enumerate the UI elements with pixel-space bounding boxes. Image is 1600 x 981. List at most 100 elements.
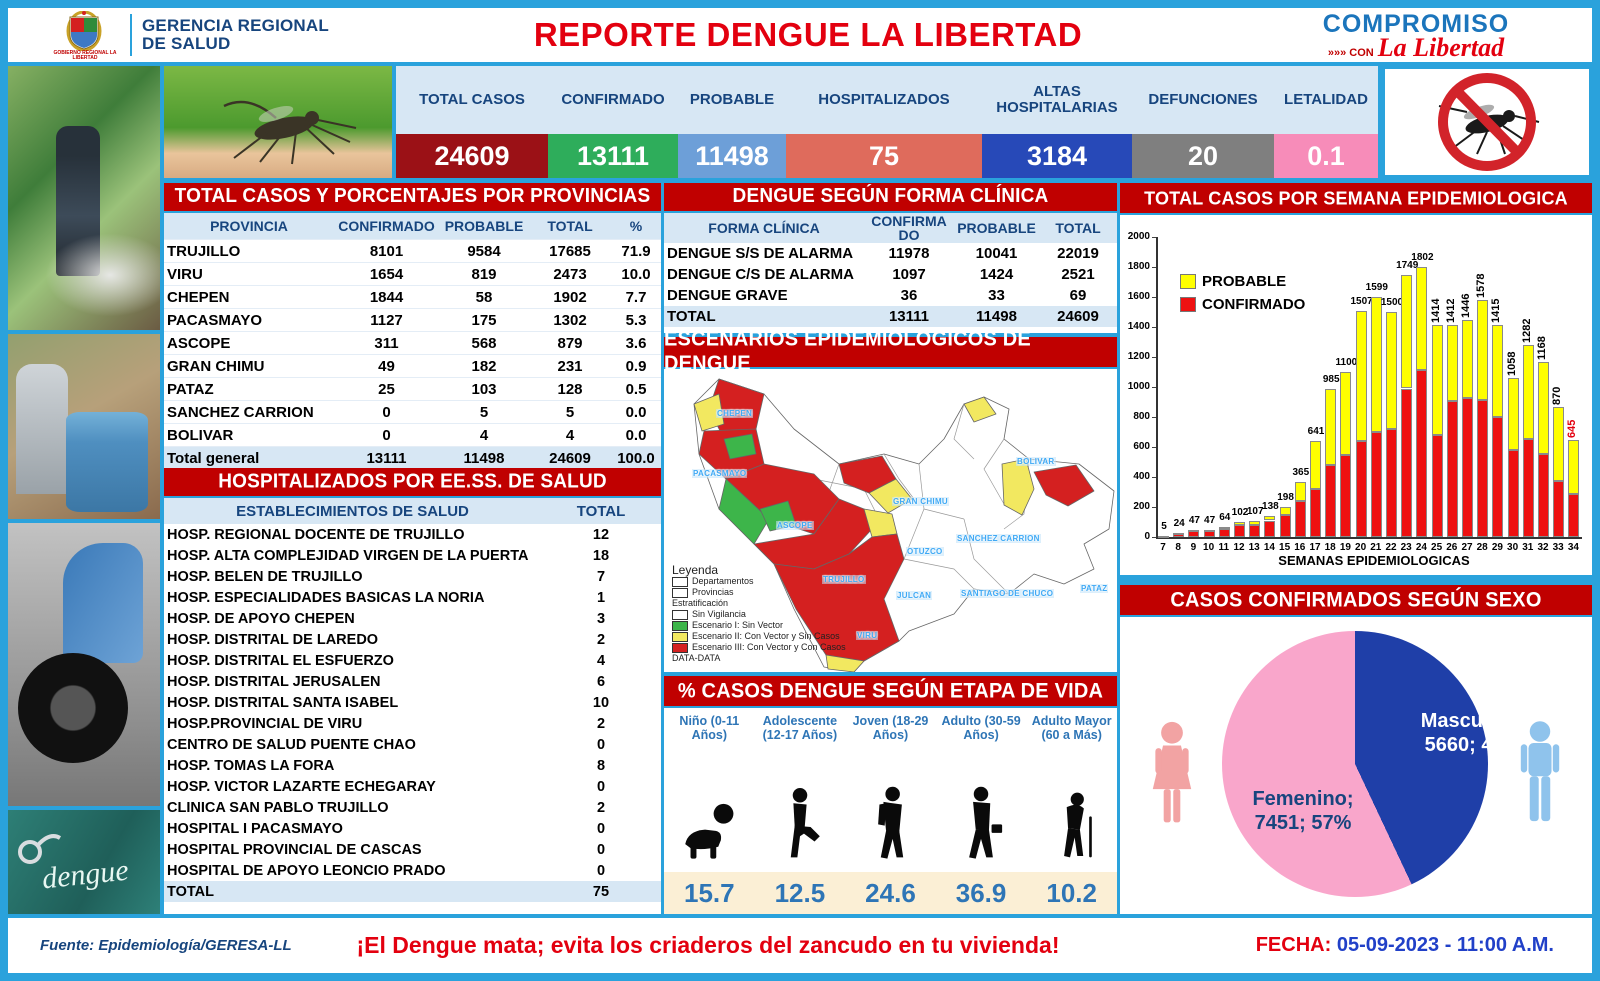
- stat-value: 75: [786, 134, 982, 178]
- total-cell: TOTAL: [664, 306, 864, 327]
- table-cell: 7: [596, 568, 606, 585]
- table-cell: HOSP. DISTRITAL EL ESFUERZO: [167, 652, 394, 669]
- column-header: TOTAL: [541, 498, 661, 524]
- x-axis-tick-label: 17: [1309, 542, 1321, 553]
- stethoscope-icon: [18, 834, 62, 864]
- table-row: HOSP. REGIONAL DOCENTE DE TRUJILLO 12: [164, 524, 661, 545]
- legend-title: Leyenda: [672, 563, 719, 577]
- y-axis-tick-mark: [1152, 477, 1156, 478]
- legend-strat-item: Sin Vigilancia: [672, 609, 846, 620]
- y-axis-tick-label: 1400: [1127, 321, 1150, 332]
- table-cell: 103: [439, 377, 529, 401]
- legend-item: PROBABLE: [1180, 273, 1305, 290]
- stat-label: DEFUNCIONES: [1148, 91, 1258, 108]
- legend-text: Escenario II: Con Vector y Sin Casos: [692, 631, 840, 641]
- table-cell: 128: [529, 377, 611, 401]
- y-axis-tick-mark: [1152, 537, 1156, 538]
- bar-confirmado: [1446, 401, 1458, 537]
- bar-probable: [1431, 324, 1443, 435]
- bar-confirmado: [1355, 441, 1367, 537]
- life-stage-value: 12.5: [774, 878, 826, 908]
- bar-probable: [1264, 516, 1276, 521]
- table-cell: 0: [596, 736, 606, 753]
- bar-confirmado: [1492, 417, 1504, 537]
- table-cell: 1844: [334, 285, 439, 309]
- table-cell: 1097: [892, 266, 926, 283]
- photo-tire-inspection: [8, 523, 160, 806]
- legend-strat-item: Escenario I: Sin Vector: [672, 620, 846, 631]
- table-total-row: TOTAL 13111 11498 24609: [664, 306, 1117, 327]
- life-stage-value: 15.7: [683, 878, 735, 908]
- hosp-table-grid: ESTABLECIMIENTOS DE SALUD TOTAL HOSP. REGI…: [164, 498, 661, 902]
- table-cell: 231: [529, 354, 611, 378]
- table-cell: 0.0: [611, 400, 661, 424]
- bar-confirmado: [1431, 435, 1443, 537]
- legend-strat-item: Escenario II: Con Vector y Sin Casos: [672, 631, 846, 642]
- source-note: Fuente: Epidemiología/GERESA-LL: [40, 937, 292, 954]
- legend-swatch-icon: [1180, 274, 1196, 289]
- map-label-santiago-de-chuco: SANTIAGO DE CHUCO: [960, 589, 1055, 598]
- column-header: CONFIRMADO: [334, 213, 439, 240]
- photo-dengue-chalkboard: dengue: [8, 810, 160, 914]
- table-cell: 1127: [334, 308, 439, 332]
- bar-probable: [1218, 527, 1230, 530]
- legend-text: Sin Vigilancia: [692, 609, 746, 619]
- provinces-table: PROVINCIA CONFIRMADO PROBABLE TOTAL% TRUJILL…: [164, 213, 661, 470]
- x-axis-tick-label: 9: [1190, 542, 1197, 553]
- bar-total-label: 1749: [1396, 259, 1419, 271]
- table-cell: 175: [439, 308, 529, 332]
- table-cell: SANCHEZ CARRION: [164, 400, 334, 424]
- table-cell: 0.5: [611, 377, 661, 401]
- tire: [18, 653, 128, 763]
- total-cell: 24609: [1039, 306, 1117, 327]
- y-axis-tick-label: 400: [1133, 471, 1150, 482]
- table-cell: 6: [596, 673, 606, 690]
- y-axis-tick-label: 1600: [1127, 291, 1150, 302]
- compromiso-logo: COMPROMISO »»» CON La Libertad: [1322, 10, 1510, 62]
- bar-probable: [1325, 389, 1337, 465]
- bar-probable: [1462, 320, 1473, 399]
- map-section-title: ESCENARIOS EPIDEMIOLOGICOS DE DENGUE: [664, 328, 1117, 375]
- bar-total-label: 1058: [1505, 351, 1518, 377]
- fumigation-smoke: [40, 230, 160, 320]
- life-stage-figure: [845, 768, 936, 872]
- male-pictogram-icon: [1520, 721, 1560, 822]
- table-cell: HOSP. VICTOR LAZARTE ECHEGARAY: [167, 778, 436, 795]
- stat-value: 20: [1132, 134, 1274, 178]
- table-cell: HOSP. DISTRITAL JERUSALEN: [167, 673, 381, 690]
- table-cell: 49: [334, 354, 439, 378]
- table-cell: 311: [334, 331, 439, 355]
- bar-probable: [1477, 300, 1489, 400]
- table-total-row: Total general 13111 11498 24609 100.0: [164, 446, 661, 470]
- life-stage-panel: Niño (0-11 Años) Adolescente (12-17 Años)…: [664, 708, 1117, 914]
- table-cell: 0: [334, 423, 439, 447]
- table-row: HOSP. DE APOYO CHEPEN 3: [164, 608, 661, 629]
- table-cell: 2521: [1061, 266, 1095, 283]
- table-cell: 0.0: [611, 423, 661, 447]
- org-name: GERENCIA REGIONAL DE SALUD: [142, 16, 329, 53]
- x-axis-tick-label: 11: [1218, 542, 1230, 553]
- y-axis-line: [1156, 237, 1158, 537]
- header-divider: [130, 14, 132, 56]
- x-axis-tick-label: 27: [1461, 542, 1473, 553]
- legend-text: Provincias: [692, 587, 734, 597]
- bar-total-label: 1100: [1335, 357, 1358, 368]
- life-stage-figure: [664, 768, 755, 872]
- bar-confirmado: [1386, 429, 1397, 537]
- legend-text: Departamentos: [692, 576, 754, 586]
- x-axis-tick-label: 30: [1507, 542, 1519, 553]
- strat-swatch-icon: [672, 620, 688, 631]
- life-stage-values: 15.7 12.5 24.6 36.9 10.2: [664, 872, 1117, 914]
- bar-total-label: 1446: [1460, 293, 1472, 319]
- bar-probable: [1416, 266, 1428, 370]
- strat-swatch-icon: [672, 609, 688, 620]
- table-cell: 8101: [334, 239, 439, 263]
- table-cell: HOSPITAL I PACASMAYO: [167, 820, 343, 837]
- bar-probable: [1234, 521, 1245, 526]
- y-axis-tick-label: 1800: [1127, 261, 1150, 272]
- bar-total-label: 985: [1322, 374, 1340, 386]
- bar-confirmado: [1234, 525, 1245, 537]
- stat-label: LETALIDAD: [1284, 91, 1368, 108]
- x-axis-tick-label: 23: [1400, 542, 1412, 553]
